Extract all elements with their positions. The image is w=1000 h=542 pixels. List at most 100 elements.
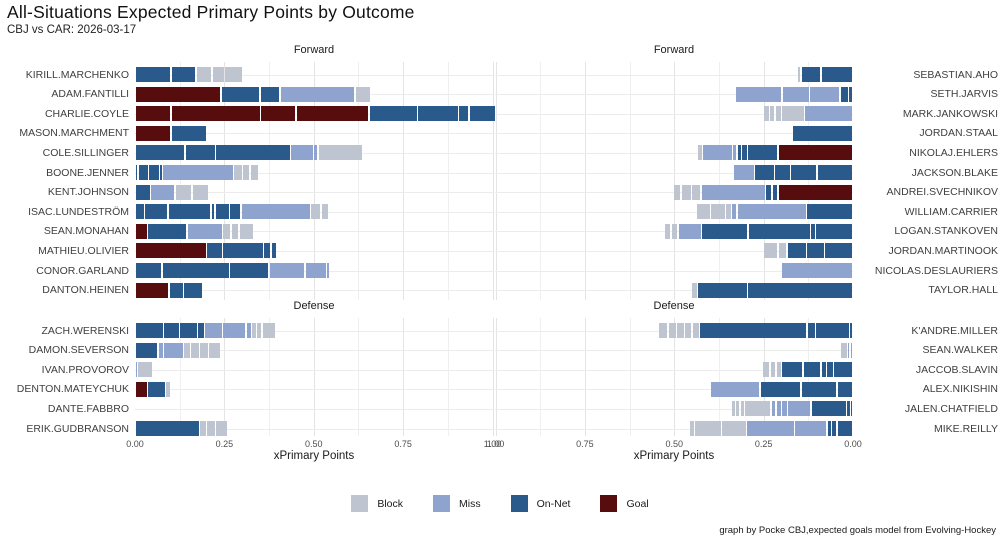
player-label: WILLIAM.CARRIER — [904, 205, 998, 218]
bar-segment-on-net — [816, 323, 849, 338]
bar-segment-on-net — [748, 145, 778, 161]
bar-segment-block — [782, 106, 804, 122]
grid-line — [492, 318, 494, 436]
bar-segment-on-net — [135, 323, 163, 338]
grid-line — [495, 62, 497, 300]
row-grid-line — [135, 330, 493, 332]
bar-segment-on-net — [171, 125, 206, 141]
row-grid-line — [135, 428, 493, 430]
player-label: JACKSON.BLAKE — [911, 166, 998, 179]
grid-line — [269, 62, 271, 300]
player-label: ALEX.NIKISHIN — [922, 383, 998, 396]
bar-segment-block — [216, 421, 228, 436]
grid-line — [403, 318, 405, 436]
grid-line — [629, 318, 631, 436]
player-label: LOGAN.STANKOVEN — [894, 225, 998, 238]
player-label: ERIK.GUDBRANSON — [26, 422, 129, 435]
plot-panel-forward-right — [495, 62, 853, 300]
bar-segment-on-net — [811, 223, 815, 239]
bar-segment-miss — [736, 86, 782, 102]
bar-segment-on-net — [215, 204, 229, 220]
player-label: BOONE.JENNER — [46, 166, 129, 179]
player-label: SEBASTIAN.AHO — [913, 68, 998, 81]
player-label: ADAM.FANTILLI — [51, 88, 129, 101]
grid-line — [447, 62, 449, 300]
row-grid-line — [495, 152, 853, 154]
bar-segment-miss — [164, 342, 183, 358]
bar-segment-block — [196, 67, 212, 82]
bar-segment-miss — [151, 184, 175, 200]
bar-segment-on-net — [271, 243, 276, 259]
grid-line — [674, 318, 676, 436]
bar-segment-goal — [135, 223, 147, 239]
row-grid-line — [495, 172, 853, 174]
row-grid-line — [135, 74, 493, 76]
bar-segment-on-net — [827, 421, 831, 436]
grid-line — [313, 318, 315, 436]
bar-segment-miss — [187, 223, 222, 239]
bar-segment-on-net — [851, 401, 853, 417]
bar-segment-goal — [778, 145, 853, 161]
player-label: JORDAN.MARTINOOK — [888, 244, 998, 257]
bar-segment-miss — [158, 342, 163, 358]
x-tick-label-left: 0.75 — [394, 439, 412, 449]
bar-segment-on-net — [748, 223, 810, 239]
bar-segment-block — [695, 421, 721, 436]
grid-line — [540, 62, 542, 300]
grid-line — [540, 318, 542, 436]
bar-segment-block — [711, 204, 725, 220]
bar-segment-block — [318, 145, 362, 161]
legend-label: Goal — [626, 497, 649, 510]
bar-segment-on-net — [801, 67, 821, 82]
legend-label: Block — [377, 497, 404, 510]
bar-segment-on-net — [169, 282, 183, 298]
bar-segment-goal — [135, 381, 147, 397]
x-tick-label-left: 0.25 — [215, 439, 234, 449]
legend-swatch-miss — [433, 495, 451, 512]
bar-segment-on-net — [459, 106, 469, 122]
bar-segment-on-net — [135, 263, 162, 278]
x-tick-label-right: 0.75 — [576, 439, 594, 449]
bar-segment-on-net — [817, 165, 853, 180]
bar-segment-on-net — [801, 381, 837, 397]
player-label: CONOR.GARLAND — [36, 264, 129, 277]
bar-segment-on-net — [807, 204, 853, 220]
player-label: SEAN.WALKER — [922, 344, 998, 357]
bar-segment-on-net — [264, 243, 271, 259]
facet-label-defense-right: Defense — [653, 300, 695, 312]
bar-segment-block — [690, 421, 694, 436]
row-grid-line — [495, 408, 853, 410]
bar-segment-block — [200, 342, 208, 358]
bar-segment-on-net — [135, 184, 150, 200]
bar-segment-block — [243, 165, 250, 180]
row-grid-line — [135, 369, 493, 371]
bar-segment-on-net — [135, 204, 144, 220]
bar-segment-miss — [795, 421, 827, 436]
bar-segment-on-net — [135, 165, 138, 180]
bar-segment-block — [764, 106, 769, 122]
bar-segment-on-net — [230, 204, 241, 220]
bar-segment-miss — [776, 401, 781, 417]
player-label: JACCOB.SLAVIN — [915, 363, 998, 376]
bar-segment-on-net — [834, 362, 853, 378]
bar-segment-miss — [805, 106, 853, 122]
bar-segment-goal — [135, 106, 171, 122]
bar-segment-miss — [678, 223, 701, 239]
bar-segment-on-net — [832, 421, 837, 436]
bar-segment-on-net — [369, 106, 417, 122]
legend-item-block: Block — [351, 495, 403, 512]
row-grid-line — [495, 369, 853, 371]
x-tick-label-left: 0.50 — [305, 439, 323, 449]
bar-segment-on-net — [216, 145, 290, 161]
x-tick-label-left: 1.00 — [483, 439, 502, 449]
grid-line — [584, 318, 586, 436]
bar-segment-block — [778, 243, 787, 259]
player-label: DANTE.FABBRO — [47, 402, 129, 415]
bar-segment-on-net — [223, 243, 263, 259]
bar-segment-miss — [733, 145, 737, 161]
player-label: DANTON.HEINEN — [42, 284, 129, 297]
bar-segment-on-net — [737, 145, 741, 161]
bar-segment-block — [234, 165, 242, 180]
bar-segment-block — [175, 184, 192, 200]
